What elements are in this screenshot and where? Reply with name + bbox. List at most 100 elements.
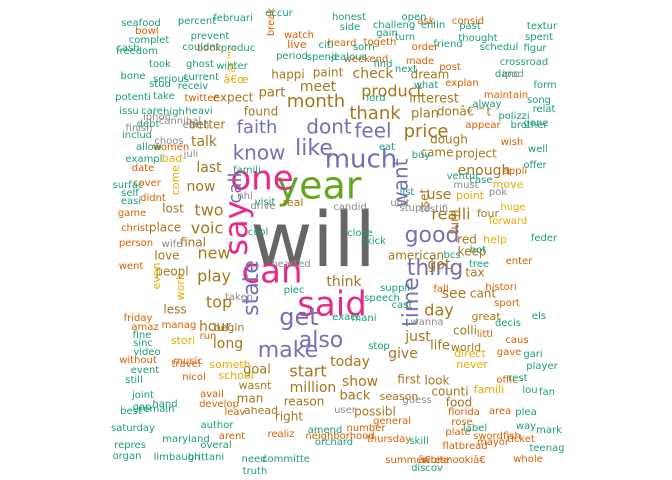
word-cloud-term: open bbox=[402, 12, 427, 23]
word-cloud-term: self bbox=[121, 188, 139, 199]
word-cloud-term: fine bbox=[133, 330, 152, 341]
word-cloud-term: went bbox=[119, 261, 144, 272]
word-cloud-term: debt bbox=[137, 119, 160, 130]
word-cloud-term: game bbox=[118, 208, 146, 219]
word-cloud-term: food bbox=[446, 396, 473, 410]
word-cloud-term: wasnt bbox=[239, 379, 272, 392]
word-cloud-term: even bbox=[150, 262, 163, 289]
word-cloud-term: pok bbox=[489, 187, 507, 198]
word-cloud-term: occur bbox=[265, 8, 293, 19]
word-cloud-term: maintain bbox=[484, 90, 528, 101]
word-cloud-term: suppli bbox=[380, 283, 410, 294]
word-cloud-term: school bbox=[218, 369, 253, 382]
word-cloud-term: â€œsnookiâ€ bbox=[418, 454, 486, 466]
word-cloud-term: hand bbox=[152, 399, 177, 410]
word-cloud-term: friday bbox=[124, 313, 153, 324]
word-cloud-term: issu bbox=[119, 106, 139, 117]
word-cloud-term: ahead bbox=[244, 404, 278, 417]
word-cloud-term: music bbox=[173, 356, 203, 367]
word-cloud-term: man bbox=[237, 392, 264, 406]
word-cloud-term: alway bbox=[472, 99, 501, 110]
word-cloud-term: manag bbox=[162, 320, 197, 331]
word-cloud-term: faith bbox=[237, 117, 278, 138]
word-cloud-term: ticket bbox=[507, 434, 535, 445]
word-cloud-term: million bbox=[290, 380, 337, 396]
word-cloud-term: check bbox=[353, 66, 395, 82]
word-cloud-term: expect bbox=[213, 91, 254, 105]
word-cloud-term: florida bbox=[448, 407, 480, 418]
word-cloud-term: enlin bbox=[421, 20, 445, 31]
word-cloud-term: sport bbox=[494, 298, 520, 309]
word-cloud-term: close bbox=[347, 228, 373, 239]
word-cloud-term: last bbox=[196, 160, 222, 176]
word-cloud-term: state bbox=[239, 260, 264, 316]
word-cloud-term: wife bbox=[162, 239, 183, 250]
word-cloud-term: now bbox=[187, 179, 216, 195]
word-cloud-term: dough bbox=[430, 133, 468, 147]
word-cloud-term: committe bbox=[262, 454, 310, 465]
word-cloud-term: place bbox=[149, 221, 181, 235]
word-cloud-term: part bbox=[259, 86, 286, 101]
word-cloud-term: heard bbox=[328, 38, 357, 49]
word-cloud-term: allow bbox=[136, 142, 162, 153]
word-cloud-term: candid bbox=[333, 202, 366, 213]
word-cloud-term: ghost bbox=[186, 59, 214, 70]
word-cloud-term: took bbox=[149, 59, 171, 70]
word-cloud-term: author bbox=[201, 420, 235, 431]
word-cloud-term: two bbox=[194, 201, 223, 220]
word-cloud-term: visit bbox=[255, 197, 276, 208]
word-cloud-term: cash bbox=[116, 43, 139, 54]
word-cloud-term: offer bbox=[523, 160, 547, 171]
word-cloud-term: white bbox=[422, 455, 449, 466]
word-cloud-term: current bbox=[183, 72, 219, 83]
word-cloud-term: peopl bbox=[155, 265, 188, 279]
word-cloud-term: figur bbox=[523, 43, 547, 54]
word-cloud-term: post bbox=[439, 62, 461, 73]
word-cloud-term: flatbread bbox=[442, 441, 487, 452]
word-cloud-term: rose bbox=[451, 417, 472, 428]
word-cloud-term: first bbox=[397, 373, 421, 387]
word-cloud-term: buy bbox=[412, 150, 431, 161]
word-cloud-term: date bbox=[132, 163, 155, 174]
word-cloud-term: possibl bbox=[354, 405, 396, 419]
word-cloud-term: past bbox=[459, 21, 481, 32]
word-cloud-term: long bbox=[213, 336, 243, 352]
word-cloud-term: offic bbox=[496, 375, 517, 386]
word-cloud-term: right bbox=[275, 410, 303, 424]
word-cloud-term: winter bbox=[216, 61, 248, 72]
word-cloud-term: still bbox=[125, 375, 142, 386]
word-cloud-term: great bbox=[471, 310, 501, 323]
word-cloud-term: see bbox=[442, 286, 467, 302]
word-cloud-term: project bbox=[455, 147, 497, 161]
word-cloud-term: enter bbox=[506, 256, 534, 267]
word-cloud-term: thank bbox=[349, 103, 401, 124]
word-cloud-term: cant bbox=[470, 287, 497, 301]
word-cloud-term: well bbox=[528, 144, 548, 155]
word-cloud-term: cover bbox=[133, 178, 162, 189]
word-cloud-term: back bbox=[340, 389, 371, 404]
word-cloud-term: need bbox=[242, 454, 267, 465]
word-cloud-term: price bbox=[404, 121, 449, 142]
word-cloud-term: spent bbox=[525, 32, 553, 43]
word-cloud-term: form bbox=[533, 80, 556, 91]
word-cloud-term: today bbox=[330, 354, 370, 370]
word-cloud-term: made bbox=[406, 56, 434, 67]
word-cloud-term: feder bbox=[531, 233, 558, 244]
word-cloud-term: complet bbox=[129, 35, 170, 46]
word-cloud-term: â€™s bbox=[226, 45, 238, 73]
word-cloud-term: jealous bbox=[330, 52, 367, 63]
word-cloud-term: begin bbox=[214, 321, 245, 334]
word-cloud-term: amaz bbox=[131, 322, 158, 333]
word-cloud-term: label bbox=[463, 423, 487, 434]
word-cloud-term: polizzi bbox=[498, 111, 529, 122]
word-cloud-term: make bbox=[258, 338, 318, 363]
word-cloud-term: top bbox=[206, 293, 232, 312]
word-cloud-term: challeng bbox=[373, 20, 415, 31]
word-cloud-term: case bbox=[470, 175, 493, 186]
word-cloud-term: schedul bbox=[480, 42, 519, 53]
word-cloud-term: twitter bbox=[185, 93, 219, 104]
word-cloud-term: colli bbox=[453, 324, 477, 338]
word-cloud-term: high bbox=[163, 107, 185, 118]
word-cloud-term: joint bbox=[131, 390, 154, 401]
word-cloud-term: what bbox=[414, 80, 439, 91]
